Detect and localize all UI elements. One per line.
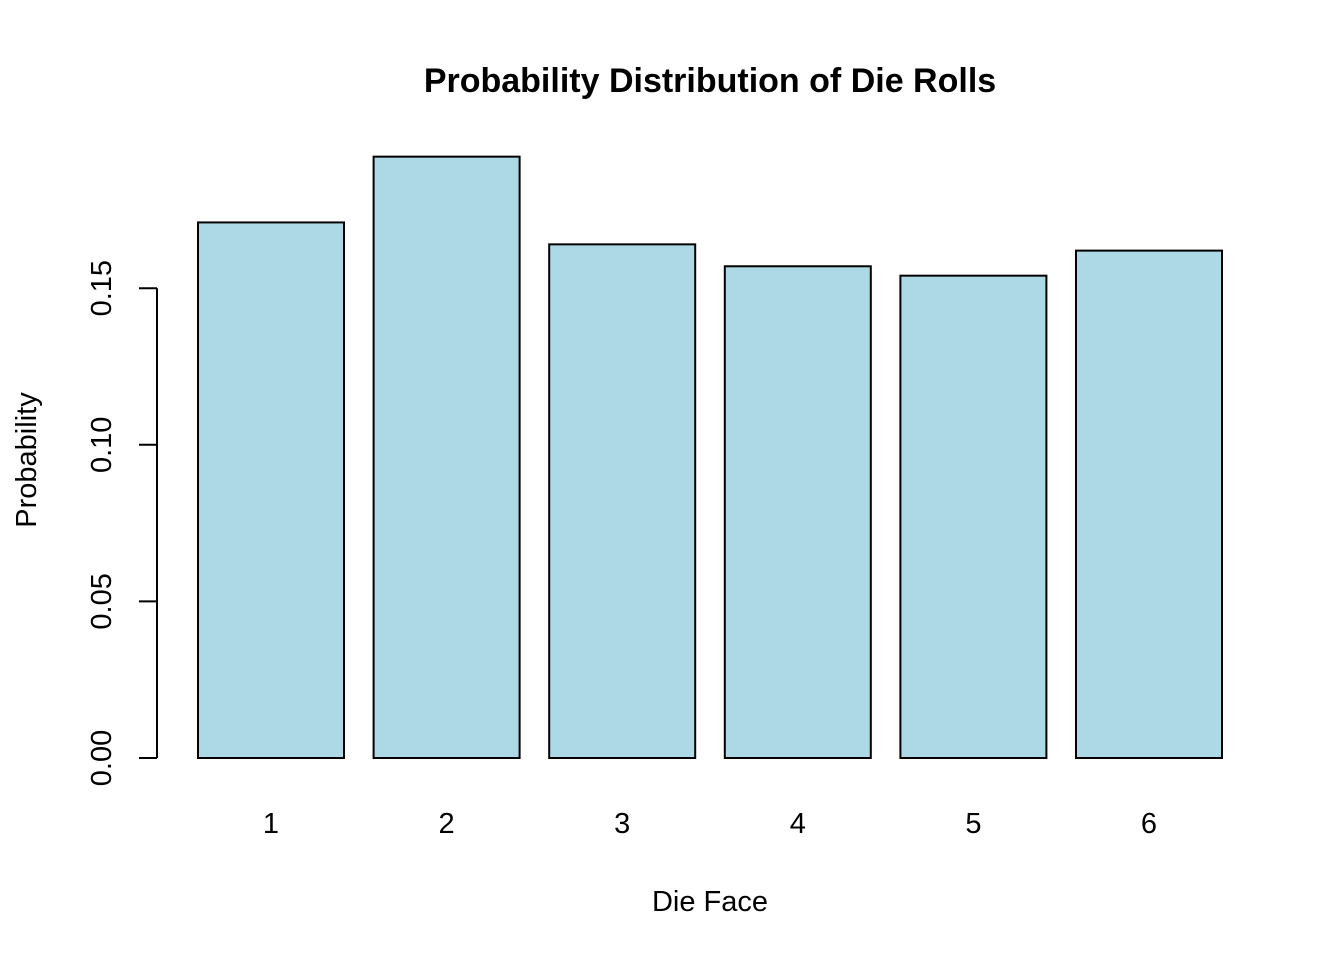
y-tick-label-0.00: 0.00: [86, 730, 118, 786]
x-tick-labels: 1 2 3 4 5 6: [263, 808, 1157, 840]
x-axis-label: Die Face: [652, 886, 768, 918]
x-tick-label-1: 1: [263, 808, 279, 840]
y-tick-label-0.05: 0.05: [86, 573, 118, 629]
bar-3: [548, 243, 697, 760]
x-tick-label-4: 4: [790, 808, 806, 840]
chart-title: Probability Distribution of Die Rolls: [424, 62, 996, 100]
x-tick-label-3: 3: [614, 808, 630, 840]
bar-1: [197, 221, 345, 760]
y-tick-label-0.15: 0.15: [86, 260, 118, 316]
bar-5: [899, 274, 1048, 759]
bar-6: [1075, 249, 1223, 759]
x-tick-label-5: 5: [965, 808, 981, 840]
x-tick-label-2: 2: [439, 808, 455, 840]
bars-group: [197, 155, 1223, 760]
y-tick-label-0.10: 0.10: [86, 417, 118, 473]
x-tick-label-6: 6: [1141, 808, 1157, 840]
y-axis-label: Probability: [11, 392, 43, 528]
y-axis: 0.00 0.05 0.10 0.15: [86, 260, 158, 786]
bar-4: [723, 265, 872, 759]
bar-2: [372, 155, 521, 759]
